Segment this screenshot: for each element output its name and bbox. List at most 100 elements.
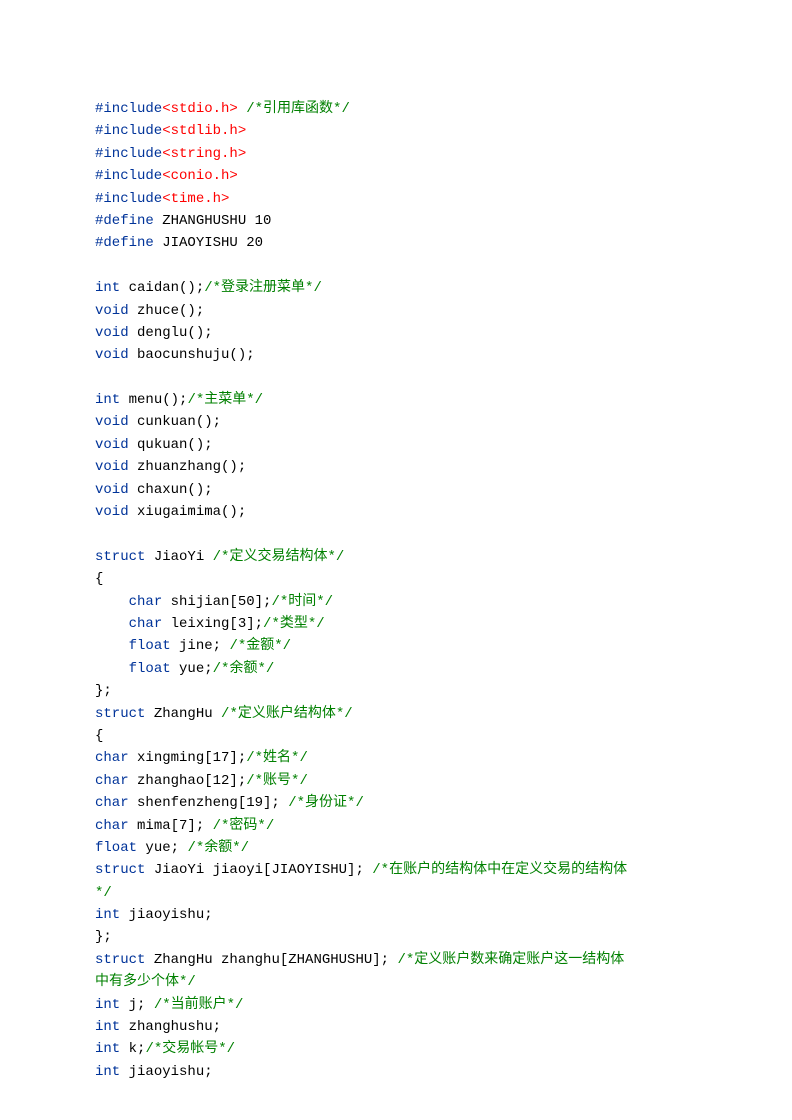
code-token: /*主菜单*/ bbox=[187, 392, 263, 408]
code-line: }; bbox=[95, 680, 697, 702]
code-line: #include<stdlib.h> bbox=[95, 120, 697, 142]
code-token: /*在账户的结构体中在定义交易的结构体 bbox=[372, 862, 627, 878]
code-token: caidan(); bbox=[120, 280, 204, 296]
code-line: char shenfenzheng[19]; /*身份证*/ bbox=[95, 792, 697, 814]
code-line: int caidan();/*登录注册菜单*/ bbox=[95, 277, 697, 299]
code-token: /*余额*/ bbox=[213, 661, 275, 677]
code-token: char bbox=[95, 750, 129, 766]
code-token: #include bbox=[95, 146, 162, 162]
code-line: void cunkuan(); bbox=[95, 411, 697, 433]
code-line: void denglu(); bbox=[95, 322, 697, 344]
code-token: /*当前账户*/ bbox=[154, 997, 244, 1013]
code-token: /*类型*/ bbox=[263, 616, 325, 632]
code-token: /*身份证*/ bbox=[288, 795, 364, 811]
code-token: mima[7]; bbox=[129, 818, 213, 834]
code-token: menu(); bbox=[120, 392, 187, 408]
code-line: #include<time.h> bbox=[95, 188, 697, 210]
code-line: int jiaoyishu; bbox=[95, 1061, 697, 1083]
code-token bbox=[238, 101, 246, 117]
code-token: struct bbox=[95, 706, 145, 722]
code-token: <string.h> bbox=[162, 146, 246, 162]
code-token: yue; bbox=[137, 840, 187, 856]
code-token: char bbox=[129, 616, 163, 632]
code-token: <time.h> bbox=[162, 191, 229, 207]
code-token: zhanghao[12]; bbox=[129, 773, 247, 789]
code-token: shenfenzheng[19]; bbox=[129, 795, 289, 811]
code-token: #define bbox=[95, 235, 154, 251]
code-token bbox=[95, 661, 129, 677]
code-token: #include bbox=[95, 123, 162, 139]
code-token: int bbox=[95, 1041, 120, 1057]
code-token: int bbox=[95, 280, 120, 296]
code-token: /*时间*/ bbox=[271, 594, 333, 610]
code-token: int bbox=[95, 392, 120, 408]
code-token: shijian[50]; bbox=[162, 594, 271, 610]
code-line: float yue;/*余额*/ bbox=[95, 658, 697, 680]
code-token: void bbox=[95, 303, 129, 319]
code-line: #include<string.h> bbox=[95, 143, 697, 165]
code-token: <stdio.h> bbox=[162, 101, 238, 117]
code-token: void bbox=[95, 347, 129, 363]
code-line: char shijian[50];/*时间*/ bbox=[95, 591, 697, 613]
code-token: denglu(); bbox=[129, 325, 213, 341]
code-token: #include bbox=[95, 168, 162, 184]
code-token: cunkuan(); bbox=[129, 414, 221, 430]
code-line: #include<stdio.h> /*引用库函数*/ bbox=[95, 98, 697, 120]
code-token: jiaoyishu; bbox=[120, 907, 212, 923]
code-token: float bbox=[95, 840, 137, 856]
code-token: xingming[17]; bbox=[129, 750, 247, 766]
code-token: #define bbox=[95, 213, 154, 229]
code-token: int bbox=[95, 1019, 120, 1035]
code-line: struct JiaoYi jiaoyi[JIAOYISHU]; /*在账户的结… bbox=[95, 859, 697, 881]
code-line bbox=[95, 523, 697, 545]
code-line: #include<conio.h> bbox=[95, 165, 697, 187]
code-token: ZhangHu bbox=[145, 706, 221, 722]
code-token: chaxun(); bbox=[129, 482, 213, 498]
code-token: { bbox=[95, 571, 103, 587]
code-token: int bbox=[95, 1064, 120, 1080]
code-token: /*密码*/ bbox=[213, 818, 275, 834]
code-token: char bbox=[95, 818, 129, 834]
code-token bbox=[95, 594, 129, 610]
code-token: JIAOYISHU 20 bbox=[154, 235, 263, 251]
code-token: JiaoYi bbox=[145, 549, 212, 565]
code-token: struct bbox=[95, 952, 145, 968]
code-token: }; bbox=[95, 929, 112, 945]
code-token: ZhangHu zhanghu[ZHANGHUSHU]; bbox=[145, 952, 397, 968]
code-token: int bbox=[95, 997, 120, 1013]
code-token: struct bbox=[95, 862, 145, 878]
code-line bbox=[95, 367, 697, 389]
code-token: /*交易帐号*/ bbox=[145, 1041, 235, 1057]
code-line: int j; /*当前账户*/ bbox=[95, 994, 697, 1016]
code-token: zhuanzhang(); bbox=[129, 459, 247, 475]
code-line: #define ZHANGHUSHU 10 bbox=[95, 210, 697, 232]
code-token: struct bbox=[95, 549, 145, 565]
code-token: jine; bbox=[171, 638, 230, 654]
code-line: char leixing[3];/*类型*/ bbox=[95, 613, 697, 635]
code-line: void xiugaimima(); bbox=[95, 501, 697, 523]
code-token: qukuan(); bbox=[129, 437, 213, 453]
code-token: /*姓名*/ bbox=[246, 750, 308, 766]
code-token: void bbox=[95, 504, 129, 520]
code-token: /*定义交易结构体*/ bbox=[213, 549, 345, 565]
code-line: void chaxun(); bbox=[95, 479, 697, 501]
code-line: void baocunshuju(); bbox=[95, 344, 697, 366]
code-token: char bbox=[95, 795, 129, 811]
code-token: <stdlib.h> bbox=[162, 123, 246, 139]
code-line: void qukuan(); bbox=[95, 434, 697, 456]
code-token: void bbox=[95, 414, 129, 430]
code-line: { bbox=[95, 725, 697, 747]
code-token: 中有多少个体*/ bbox=[95, 974, 196, 990]
code-line: int jiaoyishu; bbox=[95, 904, 697, 926]
code-token: void bbox=[95, 459, 129, 475]
code-line: struct ZhangHu zhanghu[ZHANGHUSHU]; /*定义… bbox=[95, 949, 697, 971]
code-line: char mima[7]; /*密码*/ bbox=[95, 815, 697, 837]
code-token: { bbox=[95, 728, 103, 744]
code-line: void zhuanzhang(); bbox=[95, 456, 697, 478]
code-token: baocunshuju(); bbox=[129, 347, 255, 363]
code-line: }; bbox=[95, 926, 697, 948]
code-token: /*金额*/ bbox=[229, 638, 291, 654]
code-line: 中有多少个体*/ bbox=[95, 971, 697, 993]
code-line: int zhanghushu; bbox=[95, 1016, 697, 1038]
code-token: leixing[3]; bbox=[162, 616, 263, 632]
